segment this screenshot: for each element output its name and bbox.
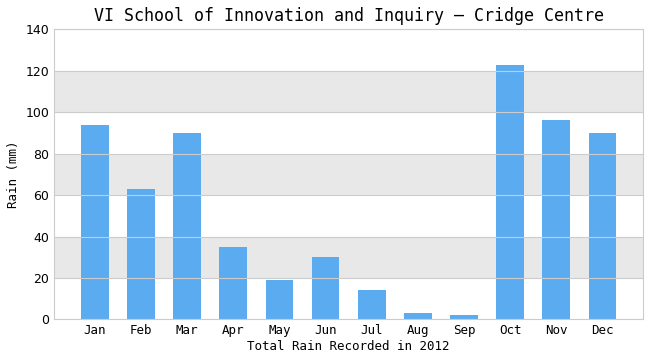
Bar (312, 257, 339, 319)
Bar (358, 291, 385, 319)
Bar (450, 315, 478, 319)
Bar (497, 64, 524, 319)
Bar (81, 125, 109, 319)
Bar (54, 237, 643, 278)
Bar (404, 313, 432, 319)
Bar (220, 247, 247, 319)
Bar (54, 154, 643, 195)
Title: VI School of Innovation and Inquiry – Cridge Centre: VI School of Innovation and Inquiry – Cr… (94, 7, 604, 25)
Bar (589, 133, 616, 319)
Bar (543, 121, 570, 319)
Y-axis label: Rain (mm): Rain (mm) (7, 141, 20, 208)
Bar (266, 280, 293, 319)
X-axis label: Total Rain Recorded in 2012: Total Rain Recorded in 2012 (248, 340, 450, 353)
Bar (54, 71, 643, 112)
Bar (174, 133, 201, 319)
Bar (127, 189, 155, 319)
